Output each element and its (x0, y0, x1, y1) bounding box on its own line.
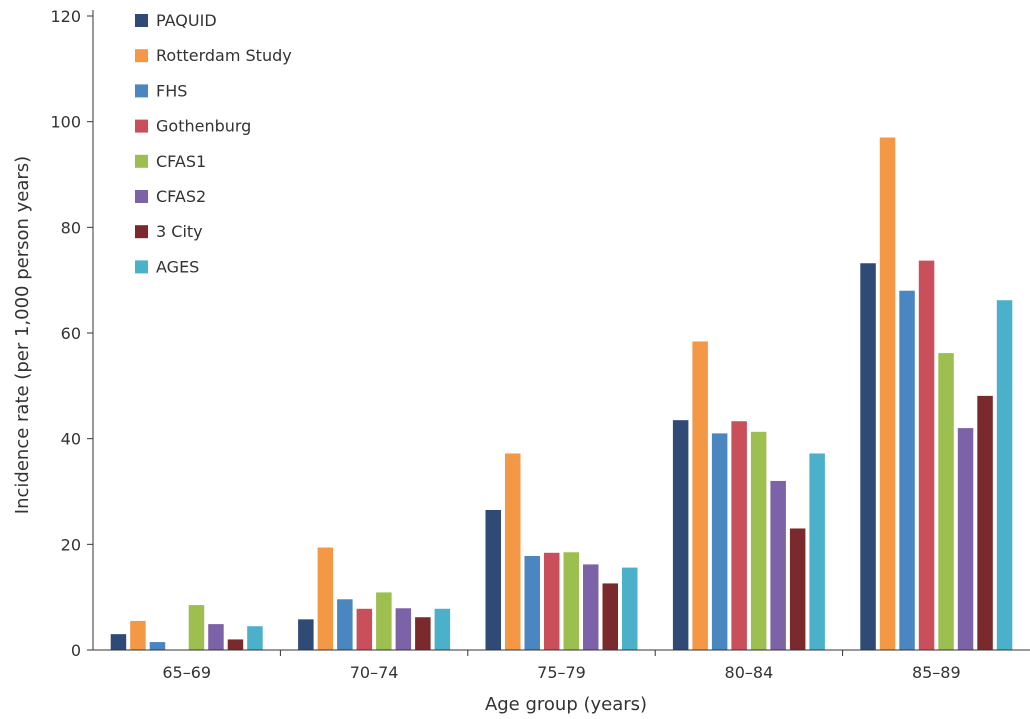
legend: PAQUID Rotterdam Study FHS Gothenburg CFAS1 C… (135, 11, 292, 276)
legend-swatch (135, 260, 148, 274)
bar (130, 620, 146, 650)
bar (524, 555, 540, 650)
bar (415, 617, 431, 650)
legend-swatch (135, 225, 148, 239)
bar (485, 509, 501, 650)
x-tick-label: 80–84 (725, 663, 774, 682)
bar (692, 341, 708, 650)
bar (376, 592, 392, 650)
bar (505, 453, 521, 650)
bar (227, 639, 244, 650)
bar (770, 480, 786, 650)
bar (938, 353, 954, 650)
bar (544, 552, 560, 650)
x-axis-title: Age group (years) (485, 694, 647, 715)
legend-swatch (135, 119, 148, 133)
legend-swatch (135, 190, 148, 203)
y-tick-label: 40 (61, 430, 81, 449)
y-tick-label: 0 (71, 641, 81, 660)
bar (622, 567, 638, 650)
legend-label: AGES (156, 257, 199, 276)
bar (602, 583, 618, 650)
bar (879, 137, 896, 650)
bar (337, 599, 353, 650)
y-tick-label: 20 (61, 535, 81, 554)
x-tick-label: 85–89 (912, 663, 961, 682)
x-tick-label: 65–69 (162, 663, 211, 682)
legend-label: CFAS2 (156, 187, 206, 206)
bar (789, 528, 806, 650)
bar (247, 626, 263, 650)
bar (395, 608, 412, 650)
bar (750, 431, 767, 650)
bar (583, 564, 599, 650)
legend-label: Rotterdam Study (156, 46, 292, 65)
bar (711, 433, 728, 650)
bar (918, 260, 935, 650)
bar (672, 420, 689, 650)
bar (809, 453, 825, 650)
bar (731, 421, 747, 650)
legend-swatch (135, 14, 148, 27)
bar (996, 300, 1013, 650)
bar (298, 619, 314, 650)
y-axis-title: Incidence rate (per 1,000 person years) (12, 156, 33, 514)
bar (317, 547, 334, 650)
y-tick-label: 100 (50, 113, 81, 132)
bar (860, 263, 876, 650)
bar (188, 605, 205, 650)
y-tick-label: 80 (61, 218, 81, 237)
legend-label: Gothenburg (156, 117, 251, 136)
x-tick-label: 70–74 (350, 663, 399, 682)
bar (149, 642, 166, 650)
y-tick-label: 120 (50, 7, 81, 26)
legend-swatch (135, 84, 148, 98)
bar (563, 552, 579, 650)
legend-swatch (135, 154, 148, 168)
legend-label: 3 City (156, 222, 203, 241)
axes-layer: 0 20 40 60 80 100 120 65–69 70–74 75–79 80–84 85–89 (50, 7, 1030, 682)
bar (208, 624, 224, 650)
x-tick-label: 75–79 (537, 663, 586, 682)
legend-swatch (135, 49, 148, 63)
bar (110, 634, 127, 650)
legend-label: FHS (156, 81, 187, 100)
bar (434, 608, 451, 650)
bars-layer (110, 137, 1013, 650)
legend-label: PAQUID (156, 11, 217, 30)
legend-label: CFAS1 (156, 152, 206, 171)
y-tick-label: 60 (61, 324, 81, 343)
bar (957, 428, 974, 650)
bar (977, 395, 993, 650)
bar (899, 290, 915, 650)
bar (356, 608, 373, 650)
